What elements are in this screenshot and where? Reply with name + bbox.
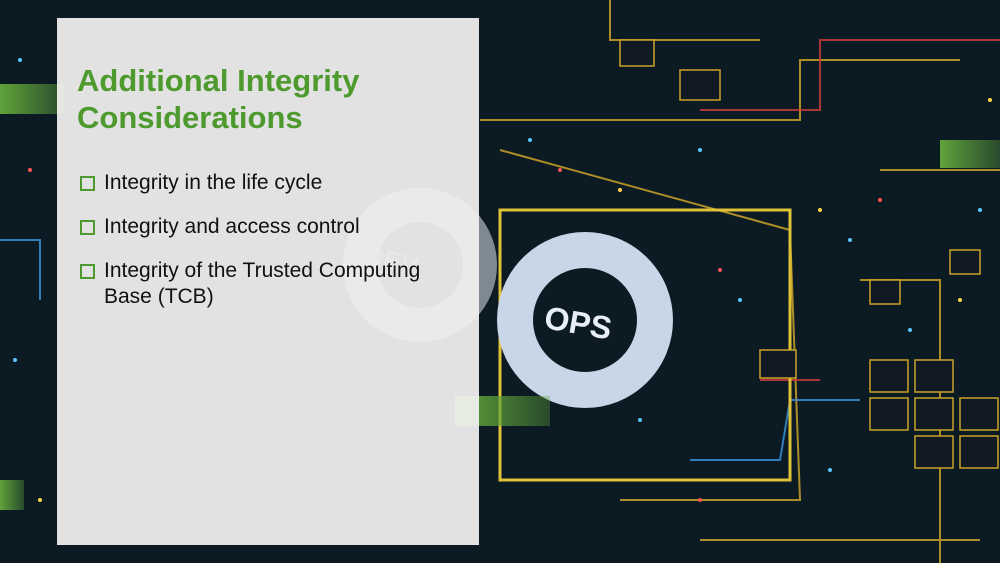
slide-title: Additional Integrity Considerations (77, 63, 360, 135)
bullet-item: Integrity in the life cycle (80, 170, 470, 196)
bullet-list: Integrity in the life cycle Integrity an… (80, 170, 470, 328)
green-accent-bar (0, 84, 65, 114)
green-accent-bar (940, 140, 1000, 168)
green-accent-bar (0, 480, 24, 510)
checkbox-square-icon (80, 220, 95, 235)
content-panel (57, 18, 479, 545)
bullet-text: Integrity of the Trusted Computing Base … (104, 259, 421, 308)
bullet-text: Integrity and access control (104, 215, 360, 238)
bullet-item: Integrity of the Trusted Computing Base … (80, 258, 470, 310)
bullet-text: Integrity in the life cycle (104, 171, 323, 194)
checkbox-square-icon (80, 176, 95, 191)
bullet-item: Integrity and access control (80, 214, 470, 240)
checkbox-square-icon (80, 264, 95, 279)
